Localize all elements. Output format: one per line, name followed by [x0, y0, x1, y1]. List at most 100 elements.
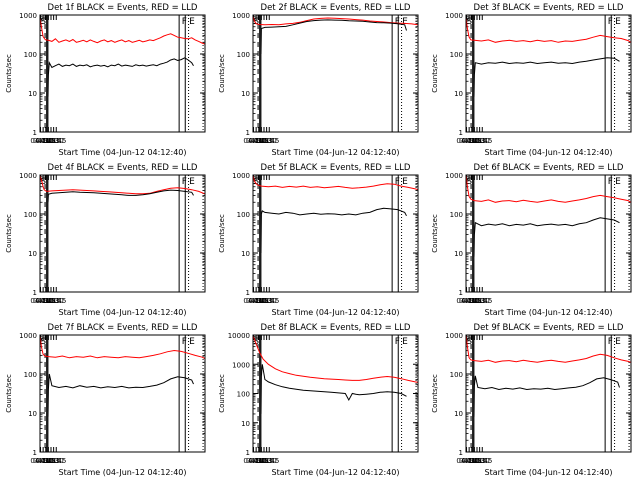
y-tick-label: 100: [237, 391, 250, 399]
y-tick-label: 10: [241, 250, 250, 258]
x-tick-label: 05:15: [254, 137, 274, 145]
y-tick-label: 1000: [19, 172, 37, 180]
x-tick-label: 04:15: [30, 457, 50, 465]
x-tick-label: 04:15: [243, 457, 263, 465]
y-tick-label: 1000: [445, 332, 463, 340]
y-tick-label: 1: [246, 449, 250, 457]
series-lld-line: [466, 335, 631, 363]
marker-label-f: F: [395, 337, 400, 347]
panel-title: Det 8f BLACK = Events, RED = LLD: [261, 323, 411, 333]
series-events-line: [473, 57, 620, 97]
y-tick-label: 10000: [228, 332, 250, 340]
plot-frame: [252, 14, 419, 133]
x-tick-label: 04:30: [33, 137, 53, 145]
series-lld-line: [253, 336, 418, 383]
y-tick-label: 1000: [445, 172, 463, 180]
y-tick-label: 10: [28, 410, 37, 418]
x-tick-label: 05:00: [464, 137, 484, 145]
x-tick-label: 05:15: [467, 457, 487, 465]
x-tick-label: 05:45: [46, 137, 66, 145]
series-events-line: [47, 373, 194, 417]
y-axis-label: Counts/sec: [431, 374, 439, 413]
series-lld-line: [466, 18, 631, 43]
marker-label-e: E: [402, 177, 408, 187]
y-tick-label: 1000: [232, 172, 250, 180]
series-lld-line: [40, 336, 205, 359]
y-tick-label: 1: [33, 449, 37, 457]
detector-panel-7: Det 7f BLACK = Events, RED = LLD Counts/s…: [5, 323, 206, 477]
x-axis-label: Start Time (04-Jun-12 04:12:40): [485, 468, 613, 477]
x-tick-label: 04:45: [462, 137, 482, 145]
x-tick-label: 05:15: [254, 297, 274, 305]
y-tick-label: 10: [241, 420, 250, 428]
x-tick-label: 04:45: [36, 297, 56, 305]
x-tick-label: 04:15: [243, 137, 263, 145]
y-tick-label: 10: [454, 90, 463, 98]
x-axis-label: Start Time (04-Jun-12 04:12:40): [272, 308, 400, 317]
y-tick-label: 1: [33, 289, 37, 297]
y-axis-label: Counts/sec: [431, 214, 439, 253]
y-tick-label: 1000: [19, 12, 37, 20]
x-tick-label: 05:30: [44, 137, 64, 145]
x-tick-label: 05:00: [251, 137, 271, 145]
marker-label-s: S: [253, 177, 259, 187]
marker-label-e: E: [189, 337, 195, 347]
plot-frame: [252, 334, 419, 453]
x-tick-label: 04:30: [459, 297, 479, 305]
series-events-line: [473, 375, 620, 417]
detector-panel-4: Det 4f BLACK = Events, RED = LLD Counts/s…: [5, 163, 206, 317]
marker-label-s: S: [40, 177, 46, 187]
x-tick-label: 05:30: [470, 297, 490, 305]
panel-title: Det 3f BLACK = Events, RED = LLD: [474, 3, 624, 13]
series-events-line: [260, 364, 407, 414]
plot-frame: [39, 174, 206, 293]
series-events-line: [260, 207, 407, 254]
x-tick-label: 05:00: [464, 457, 484, 465]
x-tick-label: 05:30: [257, 457, 277, 465]
x-tick-label: 04:45: [36, 137, 56, 145]
x-tick-label: 04:15: [243, 297, 263, 305]
series-lld-line: [40, 175, 205, 195]
x-tick-label: 05:00: [38, 137, 58, 145]
series-events-line: [260, 19, 407, 55]
y-axis-label: Counts/sec: [5, 374, 13, 413]
detector-panel-9: Det 9f BLACK = Events, RED = LLD Counts/s…: [431, 323, 632, 477]
x-axis-label: Start Time (04-Jun-12 04:12:40): [485, 308, 613, 317]
y-tick-label: 10: [241, 90, 250, 98]
x-axis-label: Start Time (04-Jun-12 04:12:40): [485, 148, 613, 157]
y-tick-label: 1: [459, 449, 463, 457]
y-tick-label: 10: [454, 410, 463, 418]
x-tick-label: 05:15: [41, 137, 61, 145]
panel-title: Det 2f BLACK = Events, RED = LLD: [261, 3, 411, 13]
plot-frame: [252, 174, 419, 293]
panel-title: Det 9f BLACK = Events, RED = LLD: [474, 323, 624, 333]
marker-label-f: F: [608, 177, 613, 187]
marker-label-f: F: [608, 17, 613, 27]
marker-label-f: F: [182, 17, 187, 27]
x-tick-label: 04:45: [249, 137, 269, 145]
detector-panel-2: Det 2f BLACK = Events, RED = LLD Counts/s…: [218, 3, 419, 157]
detector-panel-5: Det 5f BLACK = Events, RED = LLD Counts/s…: [218, 163, 419, 317]
x-tick-label: 05:30: [44, 297, 64, 305]
marker-label-s: S: [253, 337, 259, 347]
detector-panel-3: Det 3f BLACK = Events, RED = LLD Counts/s…: [431, 3, 632, 157]
y-tick-label: 100: [237, 51, 250, 59]
plot-frame: [465, 14, 632, 133]
y-axis-label: Counts/sec: [218, 54, 226, 93]
y-tick-label: 10: [28, 250, 37, 258]
x-tick-label: 05:00: [251, 457, 271, 465]
x-tick-label: 05:30: [257, 137, 277, 145]
y-tick-label: 1: [246, 289, 250, 297]
detector-panel-1: Det 1f BLACK = Events, RED = LLD Counts/s…: [5, 3, 206, 157]
y-tick-label: 10: [454, 250, 463, 258]
marker-label-e: E: [615, 17, 621, 27]
x-tick-label: 04:45: [249, 457, 269, 465]
marker-label-s: S: [40, 17, 46, 27]
panel-title: Det 6f BLACK = Events, RED = LLD: [474, 163, 624, 173]
x-tick-label: 04:45: [36, 457, 56, 465]
detector-panel-8: Det 8f BLACK = Events, RED = LLD Counts/s…: [218, 323, 419, 477]
marker-label-s: S: [253, 17, 259, 27]
x-axis-label: Start Time (04-Jun-12 04:12:40): [59, 308, 187, 317]
marker-label-f: F: [395, 17, 400, 27]
y-tick-label: 1: [459, 289, 463, 297]
